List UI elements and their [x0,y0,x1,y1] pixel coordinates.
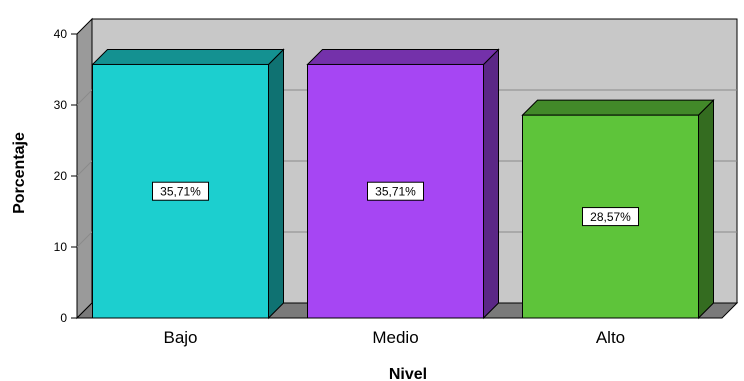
x-tick-label: Medio [372,328,418,347]
bar-top-face [306,48,500,65]
bar-top-face [521,99,715,116]
y-tick-label: 20 [54,169,68,183]
y-tick-label: 0 [60,311,67,325]
bar-top-face [91,48,285,65]
x-tick-label: Bajo [163,328,197,347]
bars: 35,71% 35,71% 28,57% [91,48,715,320]
data-label: 35,71% [375,185,416,199]
data-label-box [152,181,209,201]
y-axis-ticks: 0 10 20 30 40 [54,27,77,325]
data-label: 28,57% [590,210,631,224]
bar-side-face [698,98,714,320]
y-tick-label: 10 [54,240,68,254]
bar-alto: 28,57% [521,98,715,320]
y-tick-label: 40 [54,27,68,41]
y-axis-title: Porcentaje [11,132,28,214]
x-axis-title: Nivel [389,366,427,381]
data-label-box [582,207,639,227]
x-tick-label: Alto [596,328,625,347]
y-tick-label: 30 [54,98,68,112]
bar-side-face [268,48,284,320]
data-label-box [367,181,424,201]
bar-bajo: 35,71% [91,48,285,320]
bar-side-face [483,48,499,320]
x-axis-labels: Bajo Medio Alto [163,328,625,347]
data-label: 35,71% [160,185,201,199]
bar-medio: 35,71% [306,48,500,320]
